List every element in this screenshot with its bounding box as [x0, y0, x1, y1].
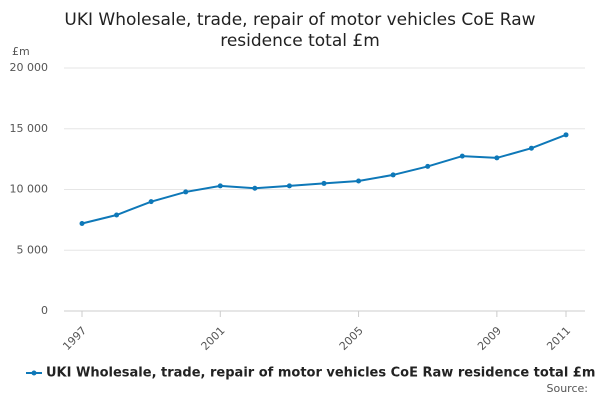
point — [390, 172, 396, 178]
point — [528, 145, 534, 151]
point — [148, 199, 154, 205]
source: Source: — [547, 382, 589, 395]
point — [425, 163, 431, 169]
point — [183, 189, 189, 195]
series-line — [81, 133, 567, 225]
y-tick-label: 15 000 — [10, 122, 49, 135]
y-tick-label: 20 000 — [10, 61, 49, 74]
x-tick-label: 2011 — [544, 324, 573, 353]
point — [459, 153, 465, 159]
point — [356, 178, 362, 184]
y-tick-label: 0 — [41, 304, 48, 317]
legend-marker — [31, 370, 37, 376]
point — [114, 212, 120, 218]
y-unit: £m — [12, 45, 30, 58]
x-tick-label: 1997 — [60, 324, 89, 353]
point — [563, 132, 569, 138]
x-tick-label: 2009 — [475, 324, 504, 353]
point — [321, 180, 327, 186]
y-tick-label: 5 000 — [17, 243, 49, 256]
point — [79, 221, 85, 227]
legend-label: UKI Wholesale, trade, repair of motor ve… — [46, 366, 595, 381]
point — [217, 183, 223, 189]
chart-title: UKI Wholesale, trade, repair of motor ve… — [64, 10, 535, 51]
point — [494, 155, 500, 161]
x-tick-label: 2001 — [199, 324, 228, 353]
point — [286, 183, 292, 189]
point — [252, 185, 258, 191]
x-tick-label: 2005 — [337, 324, 366, 353]
y-tick-label: 10 000 — [10, 183, 49, 196]
